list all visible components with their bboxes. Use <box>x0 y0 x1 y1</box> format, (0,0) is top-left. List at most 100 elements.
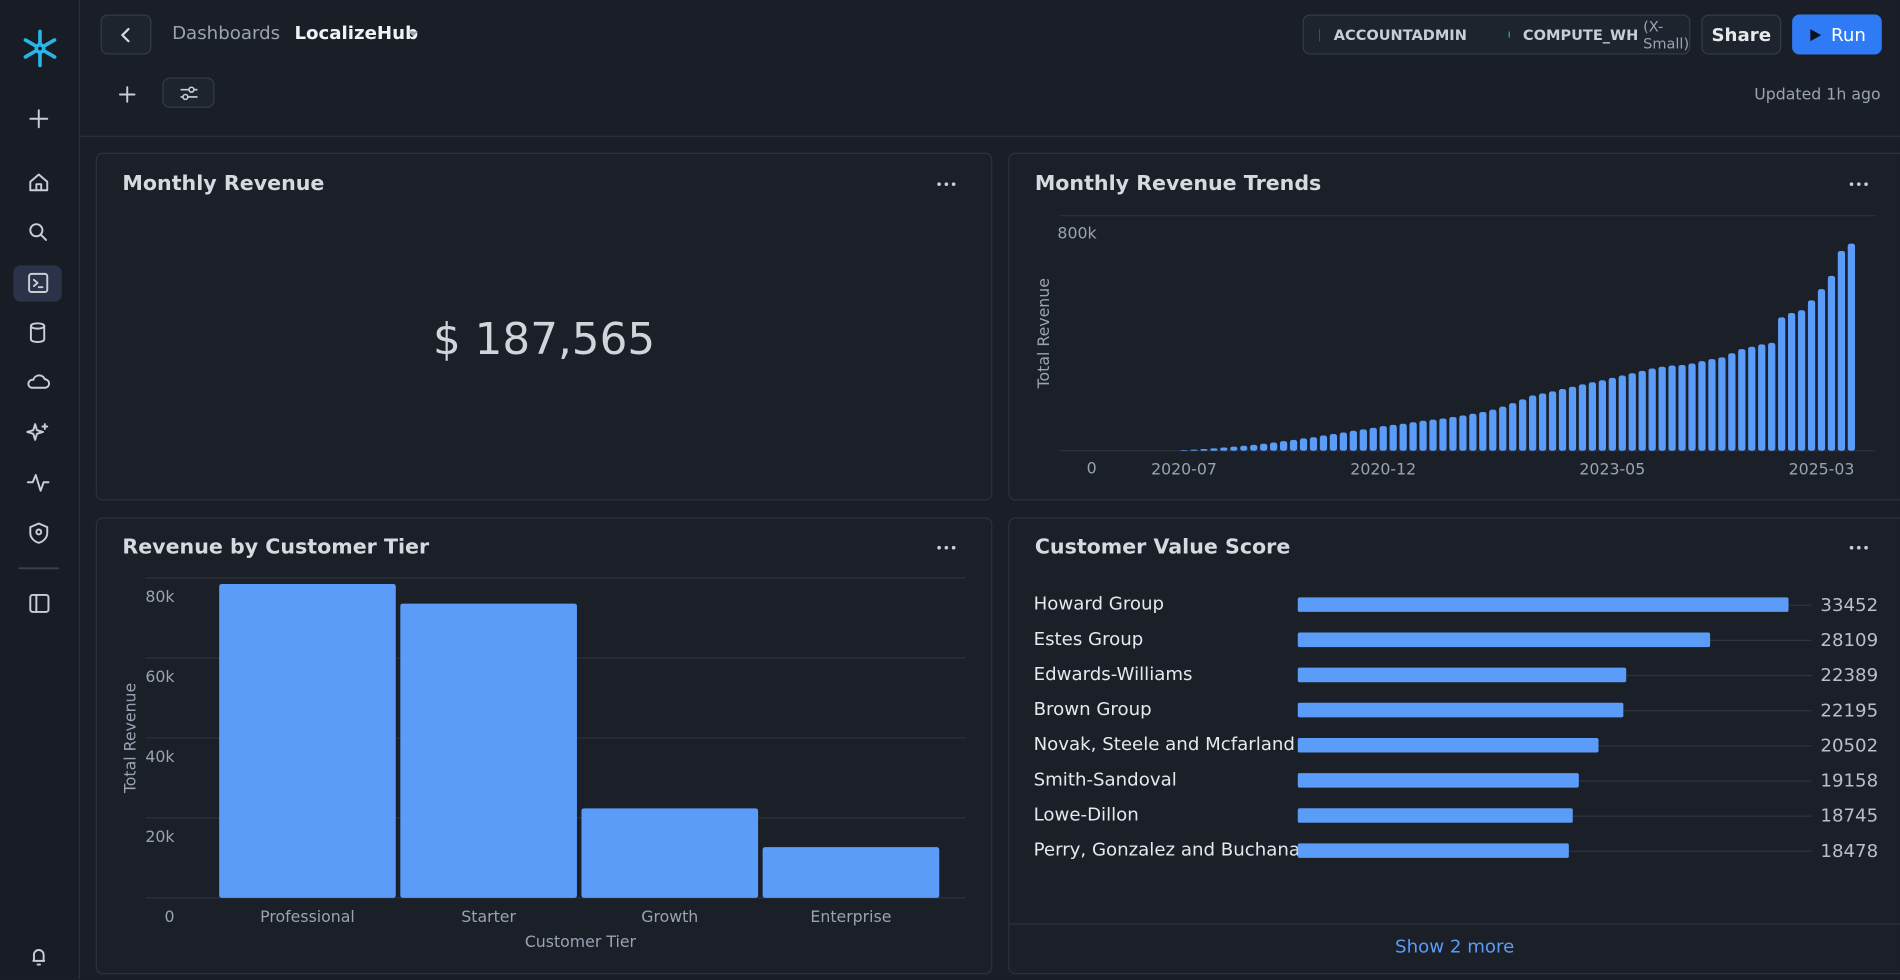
x-tick-label: Growth <box>641 907 698 926</box>
bar <box>1618 375 1626 451</box>
sidebar <box>0 0 80 980</box>
dashboard-title[interactable]: LocalizeHub <box>294 21 419 44</box>
bar <box>1519 399 1527 451</box>
admin-icon[interactable] <box>29 522 49 544</box>
x-tick-label: Professional <box>260 907 355 926</box>
bar <box>1299 438 1308 451</box>
tile-menu[interactable] <box>1849 182 1868 187</box>
bar <box>1688 363 1696 451</box>
warehouse-size: (X-Small) <box>1643 17 1690 52</box>
bar <box>1668 365 1676 451</box>
bar <box>1708 359 1716 451</box>
logo[interactable] <box>23 29 57 68</box>
bar <box>1548 391 1557 451</box>
bar <box>1758 344 1766 451</box>
share-button[interactable]: Share <box>1701 14 1782 55</box>
category-label: Perry, Gonzalez and Buchanan <box>1034 840 1312 861</box>
value-label: 18745 <box>1820 806 1878 827</box>
bar <box>1319 435 1328 451</box>
chart-title: Monthly Revenue Trends <box>1035 171 1322 195</box>
add-tile-button[interactable] <box>118 85 137 104</box>
panel-icon[interactable] <box>29 593 50 613</box>
bar <box>1787 312 1796 451</box>
bar <box>1728 353 1736 451</box>
add-icon[interactable] <box>29 109 49 129</box>
notifications-icon[interactable] <box>32 949 46 966</box>
bar <box>1230 446 1238 451</box>
header <box>79 0 1900 137</box>
show-more[interactable]: Show 2 more <box>1395 935 1515 958</box>
value-label: 19158 <box>1820 771 1878 792</box>
bar <box>1528 395 1537 451</box>
data-icon[interactable] <box>29 322 46 343</box>
bar <box>1359 429 1367 451</box>
kpi-value: $ 187,565 <box>433 315 656 365</box>
bar <box>1419 420 1427 451</box>
x-tick-label: Starter <box>461 907 516 926</box>
x-tick-label: Enterprise <box>810 907 891 926</box>
bar <box>1339 432 1348 451</box>
tile-menu[interactable] <box>937 182 956 187</box>
bar <box>1479 411 1487 451</box>
updated-time: Updated 1h ago <box>1754 86 1881 105</box>
ai-icon[interactable] <box>26 423 49 441</box>
category-label: Smith-Sandoval <box>1034 769 1177 790</box>
value-label: 33452 <box>1820 595 1878 616</box>
bar <box>1598 380 1606 451</box>
search-icon[interactable] <box>29 223 48 241</box>
bar <box>1628 373 1636 451</box>
role: ACCOUNTADMIN <box>1333 26 1467 44</box>
home-icon[interactable] <box>29 173 49 192</box>
y-tick-label: 80k <box>145 587 175 606</box>
chart-title: Revenue by Customer Tier <box>122 535 430 559</box>
bar <box>1240 445 1248 451</box>
bar <box>1329 434 1338 451</box>
bar <box>581 808 759 898</box>
breadcrumb[interactable]: Dashboards <box>172 21 281 44</box>
back-button[interactable] <box>100 14 152 55</box>
bar <box>1389 424 1397 451</box>
y-tick-label: 20k <box>145 827 175 846</box>
y-tick-label: 40k <box>145 747 175 766</box>
sidebar-icons <box>13 29 62 966</box>
monitor-icon[interactable] <box>26 474 50 492</box>
bar <box>1847 243 1856 451</box>
value-label: 18478 <box>1820 841 1878 862</box>
category-label: Edwards-Williams <box>1034 664 1193 685</box>
title-caret[interactable] <box>407 30 419 37</box>
bar <box>1309 437 1318 451</box>
bar <box>1658 366 1666 451</box>
bar <box>1638 370 1646 451</box>
filters-button[interactable] <box>162 77 215 108</box>
y-tick-label: 800k <box>1057 223 1097 242</box>
back-icon <box>120 27 130 42</box>
bar <box>1200 449 1208 451</box>
x-tick-label: 2020-07 <box>1151 460 1217 479</box>
bar <box>1509 403 1517 451</box>
context-selector[interactable]: ACCOUNTADMIN COMPUTE_WH (X-Small) <box>1302 14 1691 55</box>
y-axis-title: Total Revenue <box>1034 278 1053 389</box>
bar <box>1279 441 1288 451</box>
bar <box>1817 289 1826 451</box>
run-button[interactable]: Run <box>1792 14 1882 55</box>
value-label: 28109 <box>1820 630 1878 651</box>
tile-menu[interactable] <box>937 545 956 550</box>
bar <box>1738 349 1746 451</box>
tile-menu[interactable] <box>1849 545 1868 550</box>
bar <box>1698 361 1706 451</box>
bar <box>1250 444 1258 451</box>
bar <box>1807 300 1816 451</box>
bar <box>1768 342 1776 451</box>
bar <box>1499 406 1507 451</box>
worksheet-icon[interactable] <box>28 272 49 293</box>
bar <box>219 583 396 898</box>
bar <box>1678 364 1686 451</box>
bar <box>1568 386 1577 451</box>
cloud-icon[interactable] <box>27 374 51 389</box>
bar <box>1297 843 1569 858</box>
run-icon <box>1810 28 1822 41</box>
bar <box>1578 384 1587 451</box>
